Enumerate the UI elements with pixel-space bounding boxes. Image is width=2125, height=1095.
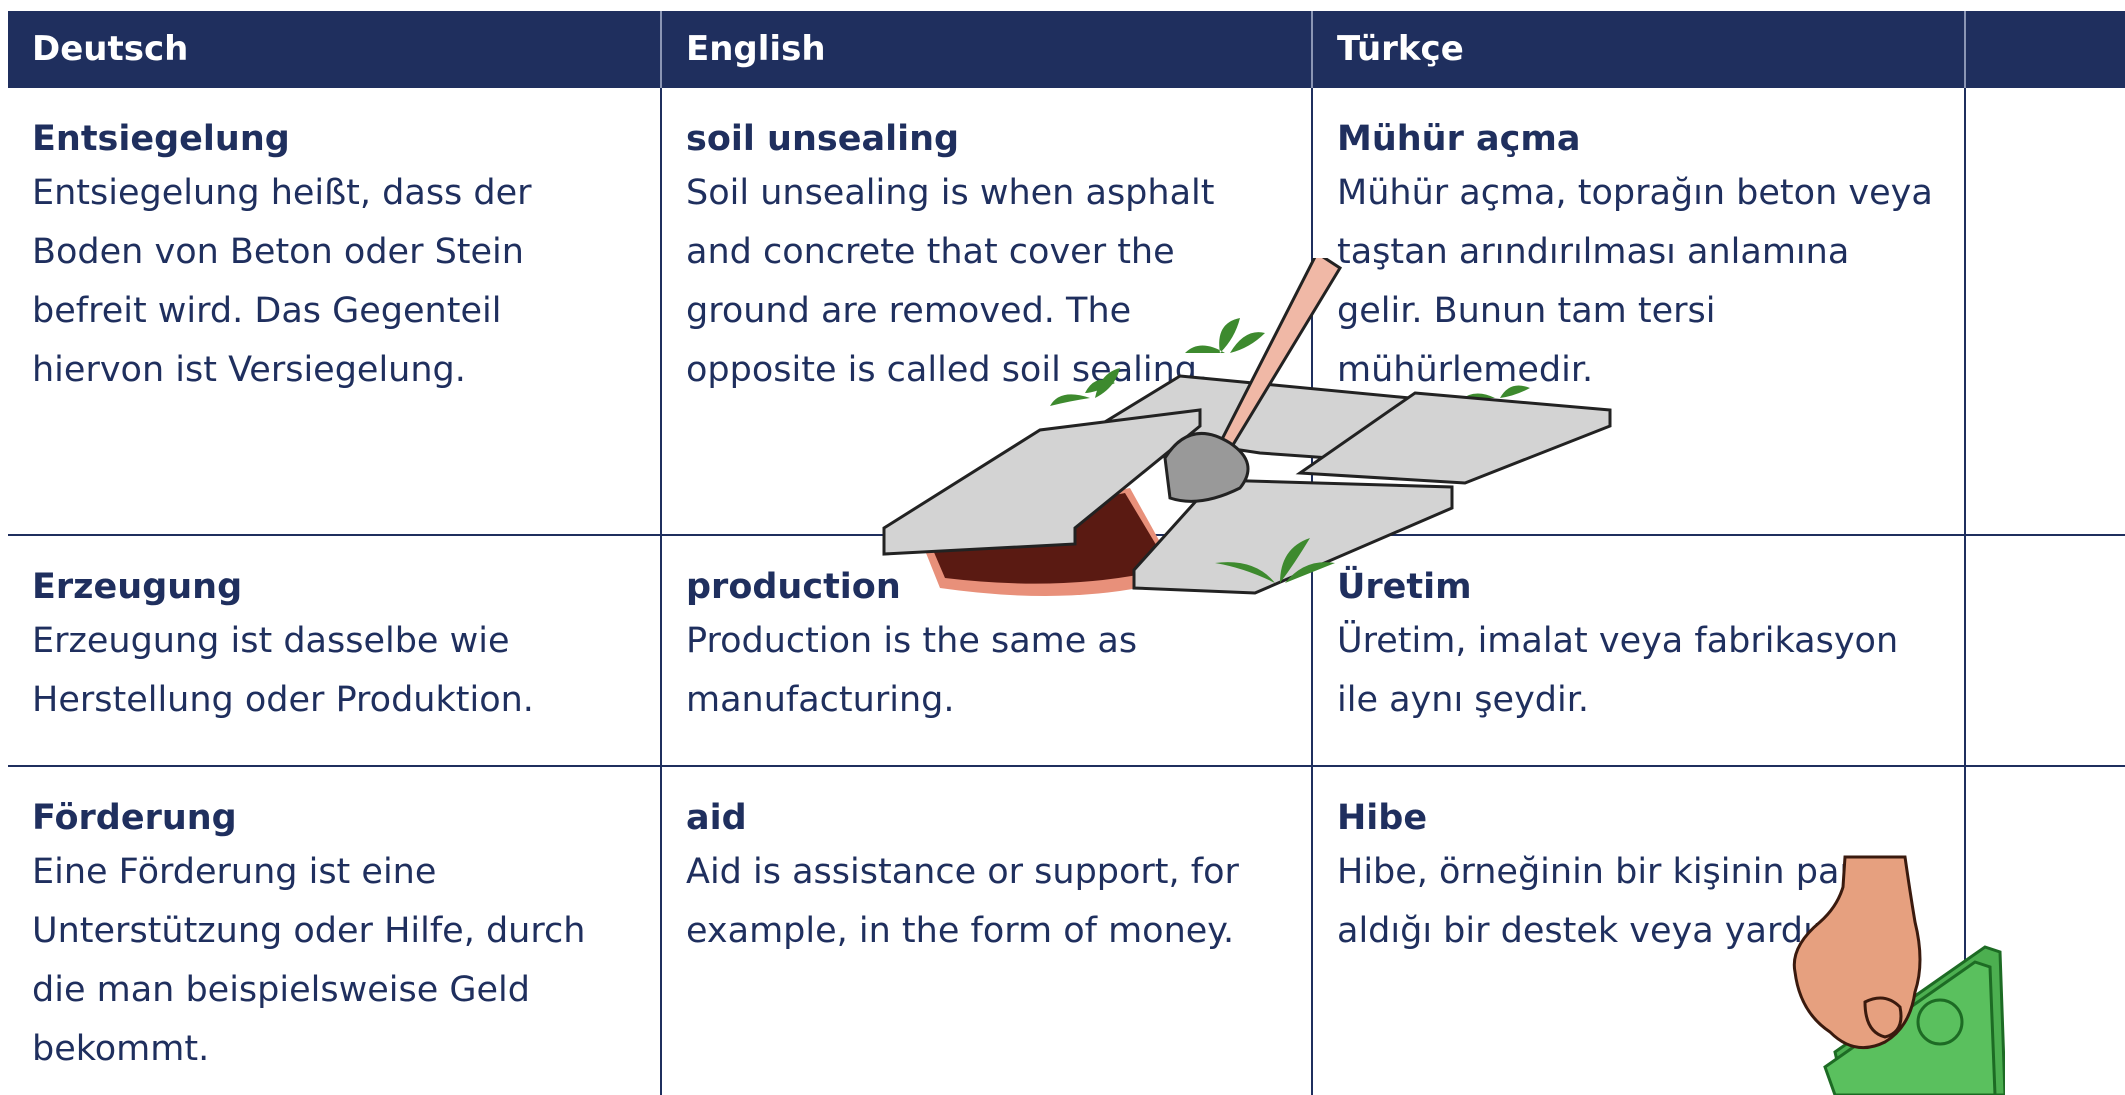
definition: Eine Förderung ist eine Unterstützung od… [32, 843, 640, 1079]
term: Entsiegelung [32, 114, 640, 164]
column-header: English [661, 11, 1312, 87]
definition: Entsiegelung heißt, dass der Boden von B… [32, 164, 640, 400]
empty-cell [1965, 87, 2125, 535]
term: Mühür açma [1337, 114, 1944, 164]
table-header: Deutsch English Türkçe [8, 11, 2125, 87]
term: Förderung [32, 793, 640, 843]
money-illustration [1775, 852, 2005, 1095]
page: {"header":{"columns":["Deutsch","English… [0, 0, 2125, 1095]
term: aid [686, 793, 1291, 843]
header-row: Deutsch English Türkçe [8, 11, 2125, 87]
definition: Erzeugung ist dasselbe wie Herstellung o… [32, 612, 640, 730]
definition: Production is the same as manufacturing. [686, 612, 1291, 730]
plant [1185, 318, 1265, 353]
plant [1050, 368, 1120, 406]
definition: Aid is assistance or support, for exampl… [686, 843, 1291, 961]
column-header-empty [1965, 11, 2125, 87]
column-header: Deutsch [8, 11, 661, 87]
term: Erzeugung [32, 562, 640, 612]
empty-cell [1965, 535, 2125, 766]
column-header: Türkçe [1312, 11, 1965, 87]
term: Hibe [1337, 793, 1944, 843]
definition: Üretim, imalat veya fabrikasyon ile aynı… [1337, 612, 1944, 730]
term: soil unsealing [686, 114, 1291, 164]
paving-illustration [880, 258, 1620, 603]
